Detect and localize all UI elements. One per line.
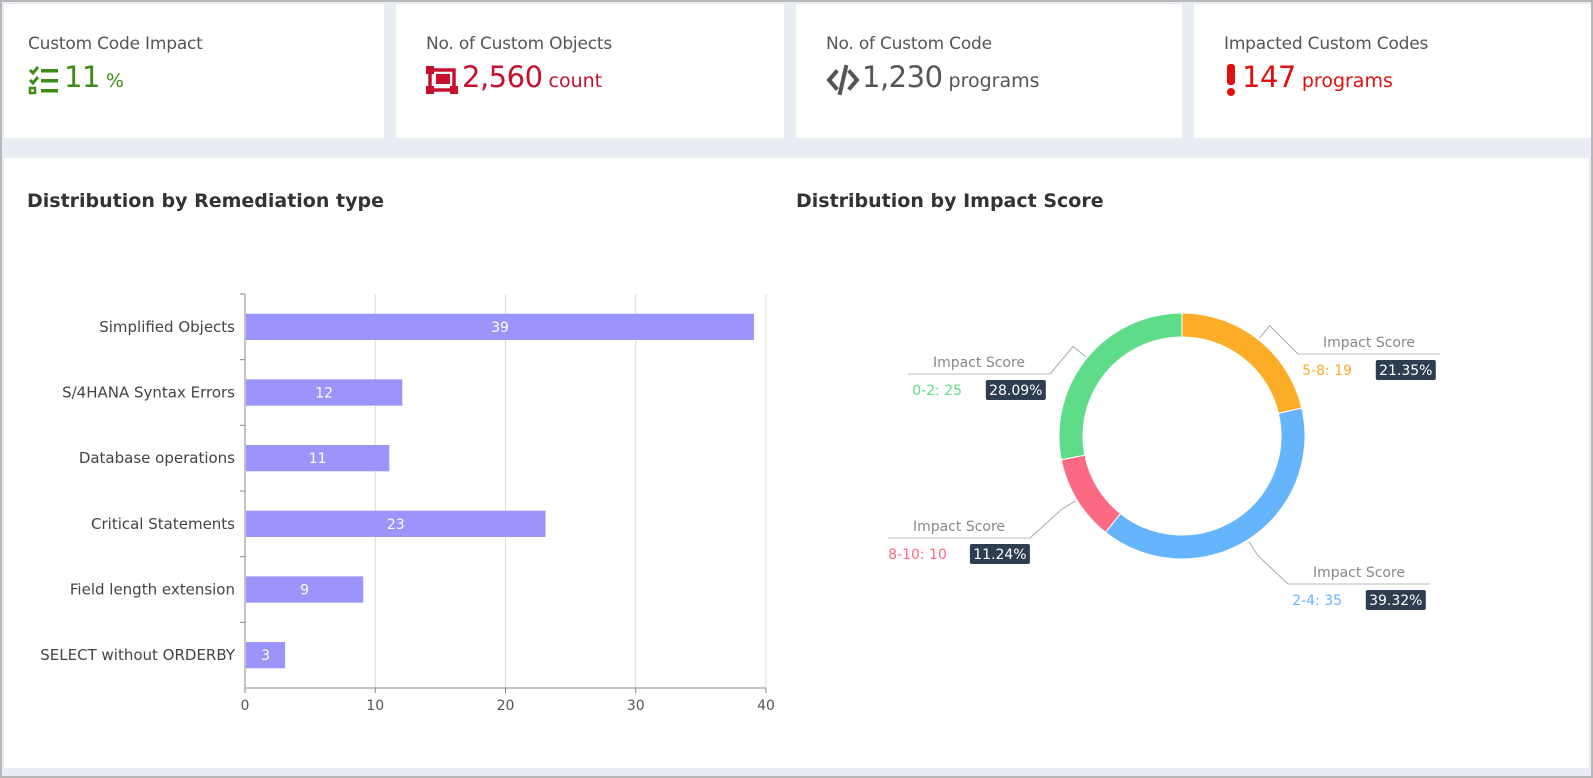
kpi-value: 1,230 bbox=[862, 60, 943, 94]
kpi-value-row: 2,560 count bbox=[426, 60, 784, 100]
percent-label: 21.35% bbox=[1379, 363, 1432, 379]
kpi-value-row: 147 programs bbox=[1224, 60, 1591, 100]
kpi-row: Custom Code Impact bbox=[2, 2, 1591, 138]
category-label: S/4HANA Syntax Errors bbox=[62, 384, 235, 402]
donut-slice bbox=[1058, 312, 1183, 461]
kpi-title: No. of Custom Objects bbox=[426, 34, 612, 54]
x-tick-label: 20 bbox=[497, 698, 515, 714]
bar bbox=[246, 445, 390, 472]
category-label: SELECT without ORDERBY bbox=[40, 646, 236, 664]
x-tick-label: 40 bbox=[757, 698, 775, 714]
bar bbox=[246, 576, 364, 603]
leader-line bbox=[1049, 345, 1086, 375]
category-label: Critical Statements bbox=[91, 515, 235, 533]
bar bbox=[246, 313, 754, 340]
x-tick-label: 0 bbox=[241, 698, 250, 714]
slice-label: 8-10: 10 bbox=[888, 547, 947, 563]
slice-title: Impact Score bbox=[1313, 565, 1405, 581]
leader-line bbox=[1029, 500, 1076, 539]
category-label: Database operations bbox=[79, 449, 235, 467]
kpi-value-row: 11 % bbox=[28, 60, 384, 100]
kpi-value: 11 bbox=[64, 60, 100, 94]
bar bbox=[246, 379, 403, 406]
percent-badge bbox=[985, 380, 1046, 400]
kpi-unit: count bbox=[548, 70, 603, 92]
percent-label: 11.24% bbox=[973, 547, 1026, 563]
bar bbox=[246, 642, 286, 669]
slice-label: 0-2: 25 bbox=[912, 383, 962, 399]
bar-chart-title: Distribution by Remediation type bbox=[27, 190, 384, 212]
kpi-value-row: 1,230 programs bbox=[826, 60, 1182, 100]
slice-label: 5-8: 19 bbox=[1302, 363, 1352, 379]
slice-title: Impact Score bbox=[913, 519, 1005, 535]
x-tick-label: 30 bbox=[627, 698, 645, 714]
bar bbox=[246, 510, 546, 537]
slice-title: Impact Score bbox=[1323, 335, 1415, 351]
code-icon bbox=[826, 64, 860, 96]
kpi-value: 2,560 bbox=[462, 60, 543, 94]
percent-label: 39.32% bbox=[1369, 593, 1422, 609]
x-tick-label: 10 bbox=[366, 698, 384, 714]
bar-value-label: 23 bbox=[387, 517, 405, 533]
bar-value-label: 12 bbox=[315, 386, 333, 402]
checklist-icon bbox=[28, 64, 60, 96]
bar-value-label: 9 bbox=[300, 583, 309, 599]
percent-label: 28.09% bbox=[989, 383, 1042, 399]
kpi-card-custom-code-impact[interactable]: Custom Code Impact bbox=[4, 4, 384, 138]
leader-line bbox=[1259, 324, 1299, 355]
bar-value-label: 11 bbox=[309, 451, 327, 467]
kpi-title: No. of Custom Code bbox=[826, 34, 992, 54]
kpi-value: 147 bbox=[1242, 60, 1296, 94]
leader-line bbox=[1248, 541, 1289, 585]
donut-slice bbox=[1181, 312, 1303, 415]
bar-value-label: 39 bbox=[491, 320, 509, 336]
kpi-unit: programs bbox=[1301, 70, 1393, 92]
percent-badge bbox=[1375, 360, 1436, 380]
slice-label: 2-4: 35 bbox=[1292, 593, 1342, 609]
kpi-unit: % bbox=[105, 70, 124, 92]
donut-slice bbox=[1060, 454, 1122, 534]
donut-chart-title: Distribution by Impact Score bbox=[796, 190, 1104, 212]
bar-value-label: 3 bbox=[261, 648, 270, 664]
percent-badge bbox=[969, 544, 1030, 564]
kpi-title: Impacted Custom Codes bbox=[1224, 34, 1429, 54]
kpi-card-custom-objects[interactable]: No. of Custom Objects 2,560 count bbox=[396, 4, 784, 138]
category-label: Simplified Objects bbox=[99, 318, 235, 336]
category-label: Field length extension bbox=[70, 581, 235, 599]
percent-badge bbox=[1365, 590, 1426, 610]
donut-slice bbox=[1104, 407, 1306, 560]
kpi-title: Custom Code Impact bbox=[28, 34, 203, 54]
exclamation-icon bbox=[1224, 64, 1238, 96]
slice-title: Impact Score bbox=[933, 355, 1025, 371]
object-frame-icon bbox=[426, 64, 458, 96]
charts-panel: Distribution by Remediation type Distrib… bbox=[4, 158, 1589, 768]
kpi-card-impacted-custom-codes[interactable]: Impacted Custom Codes 147 programs bbox=[1194, 4, 1591, 138]
donut-chart: Impact Score 5-8: 19 21.35% Impact Score 2-4… bbox=[888, 312, 1440, 610]
kpi-card-custom-code[interactable]: No. of Custom Code 1,230 programs bbox=[796, 4, 1182, 138]
kpi-unit: programs bbox=[948, 70, 1040, 92]
